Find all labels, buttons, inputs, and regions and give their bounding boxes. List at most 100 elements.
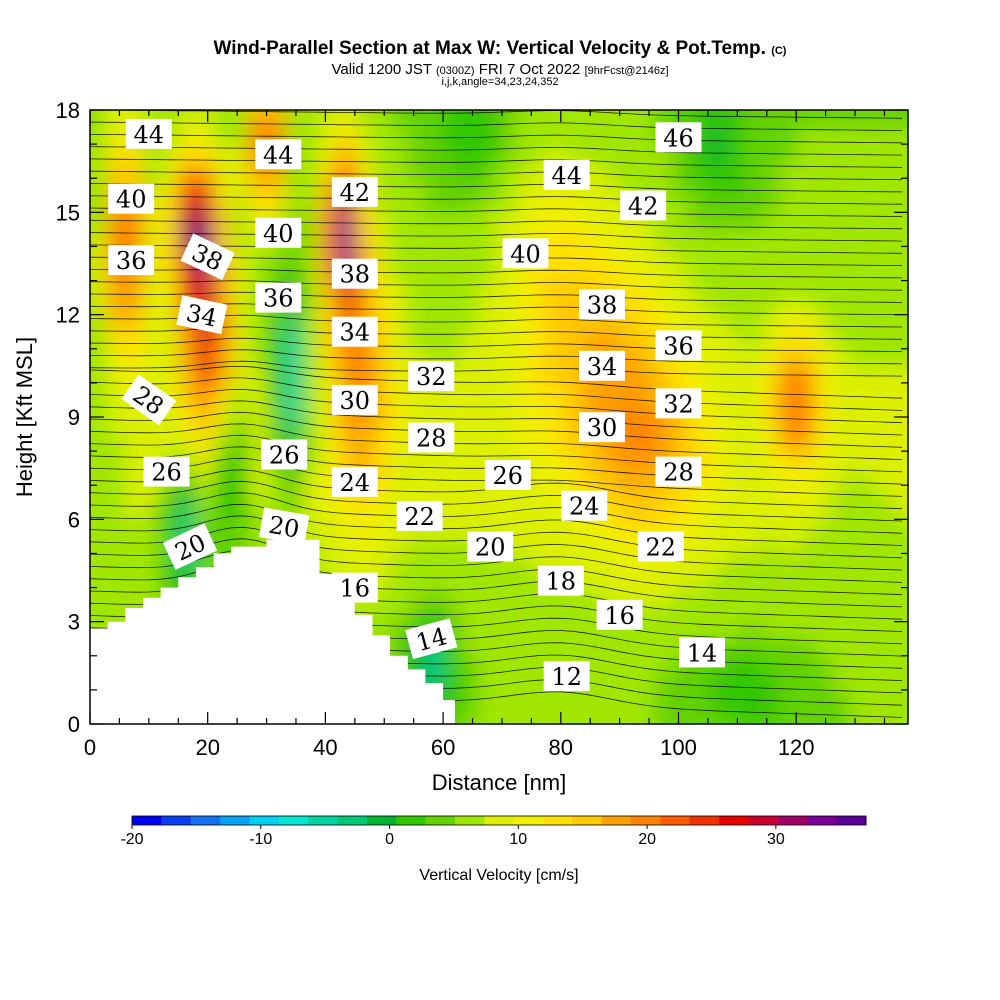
- velocity-cell: [884, 672, 904, 691]
- velocity-cell: [831, 536, 851, 555]
- velocity-cell: [813, 331, 833, 350]
- velocity-cell: [884, 451, 904, 470]
- velocity-cell: [672, 621, 692, 640]
- velocity-cell: [778, 655, 798, 674]
- velocity-cell: [107, 485, 127, 504]
- velocity-cell: [178, 434, 197, 453]
- velocity-cell: [672, 570, 692, 589]
- velocity-cell: [884, 331, 904, 350]
- velocity-cell: [231, 417, 250, 436]
- velocity-cell: [354, 212, 374, 231]
- theta-label: 14: [679, 637, 725, 668]
- velocity-cell: [195, 110, 215, 129]
- velocity-cell: [549, 280, 568, 299]
- velocity-cell: [743, 348, 762, 367]
- theta-label-text: 16: [340, 575, 371, 603]
- velocity-cell: [831, 468, 851, 487]
- velocity-cell: [743, 706, 762, 724]
- velocity-cell: [143, 280, 162, 299]
- velocity-cell: [902, 246, 908, 265]
- velocity-cell: [584, 519, 603, 538]
- velocity-cell: [902, 672, 908, 691]
- velocity-cell: [496, 502, 515, 521]
- velocity-cell: [902, 468, 908, 487]
- velocity-cell: [549, 127, 568, 146]
- theta-label-text: 28: [416, 425, 447, 453]
- velocity-cell: [390, 382, 409, 401]
- velocity-cell: [707, 621, 727, 640]
- velocity-cell: [301, 110, 321, 111]
- velocity-cell: [831, 212, 851, 231]
- colorbar-label: Vertical Velocity [cm/s]: [419, 867, 578, 884]
- velocity-cell: [354, 365, 374, 384]
- velocity-cell: [813, 297, 833, 316]
- velocity-cell: [178, 178, 197, 197]
- velocity-cell: [725, 417, 745, 436]
- velocity-cell: [337, 417, 356, 436]
- velocity-cell: [760, 331, 780, 350]
- velocity-cell: [125, 553, 144, 572]
- velocity-cell: [231, 229, 250, 248]
- velocity-cell: [107, 417, 127, 436]
- velocity-cell: [460, 451, 480, 470]
- velocity-cell: [107, 365, 127, 384]
- velocity-cell: [390, 434, 409, 453]
- velocity-cell: [531, 451, 551, 470]
- velocity-cell: [849, 348, 868, 367]
- velocity-cell: [460, 229, 480, 248]
- velocity-cell: [796, 399, 815, 418]
- velocity-cell: [213, 536, 233, 555]
- colorbar-tick-label: -20: [120, 831, 143, 848]
- velocity-cell: [778, 314, 798, 333]
- velocity-cell: [690, 536, 709, 555]
- velocity-cell: [778, 468, 798, 487]
- velocity-cell: [602, 144, 621, 163]
- velocity-cell: [654, 246, 674, 265]
- velocity-cell: [849, 536, 868, 555]
- velocity-cell: [195, 399, 215, 418]
- velocity-cell: [902, 417, 908, 436]
- velocity-cell: [760, 621, 780, 640]
- velocity-cell: [619, 229, 639, 248]
- velocity-cell: [248, 365, 268, 384]
- colorbar-swatch: [513, 816, 544, 825]
- theta-label: 22: [396, 500, 443, 531]
- y-tick-label: 12: [56, 303, 80, 328]
- velocity-cell: [672, 246, 692, 265]
- velocity-cell: [778, 127, 798, 146]
- velocity-cell: [849, 365, 868, 384]
- velocity-cell: [602, 212, 621, 231]
- velocity-cell: [231, 212, 250, 231]
- velocity-cell: [707, 399, 727, 418]
- velocity-cell: [496, 365, 515, 384]
- velocity-cell: [884, 348, 904, 367]
- y-tick-label: 0: [68, 712, 80, 737]
- velocity-cell: [602, 553, 621, 572]
- velocity-cell: [566, 706, 586, 724]
- velocity-cell: [602, 655, 621, 674]
- theta-label-text: 32: [663, 390, 694, 418]
- velocity-cell: [584, 553, 603, 572]
- theta-label-text: 26: [151, 459, 182, 487]
- velocity-cell: [513, 587, 533, 606]
- velocity-cell: [319, 161, 339, 180]
- velocity-cell: [866, 246, 886, 265]
- velocity-cell: [354, 127, 374, 146]
- velocity-cell: [478, 144, 498, 163]
- velocity-cell: [248, 382, 268, 401]
- velocity-cell: [478, 110, 498, 111]
- velocity-cell: [637, 365, 656, 384]
- velocity-cell: [178, 127, 197, 146]
- velocity-cell: [460, 280, 480, 299]
- velocity-cell: [707, 502, 727, 521]
- velocity-cell: [619, 519, 639, 538]
- velocity-cell: [831, 672, 851, 691]
- velocity-cell: [584, 570, 603, 589]
- velocity-cell: [902, 127, 908, 146]
- velocity-cell: [619, 382, 639, 401]
- colorbar-swatch: [777, 816, 808, 825]
- velocity-cell: [849, 297, 868, 316]
- velocity-cell: [778, 229, 798, 248]
- theta-label: 32: [655, 388, 702, 419]
- velocity-cell: [849, 553, 868, 572]
